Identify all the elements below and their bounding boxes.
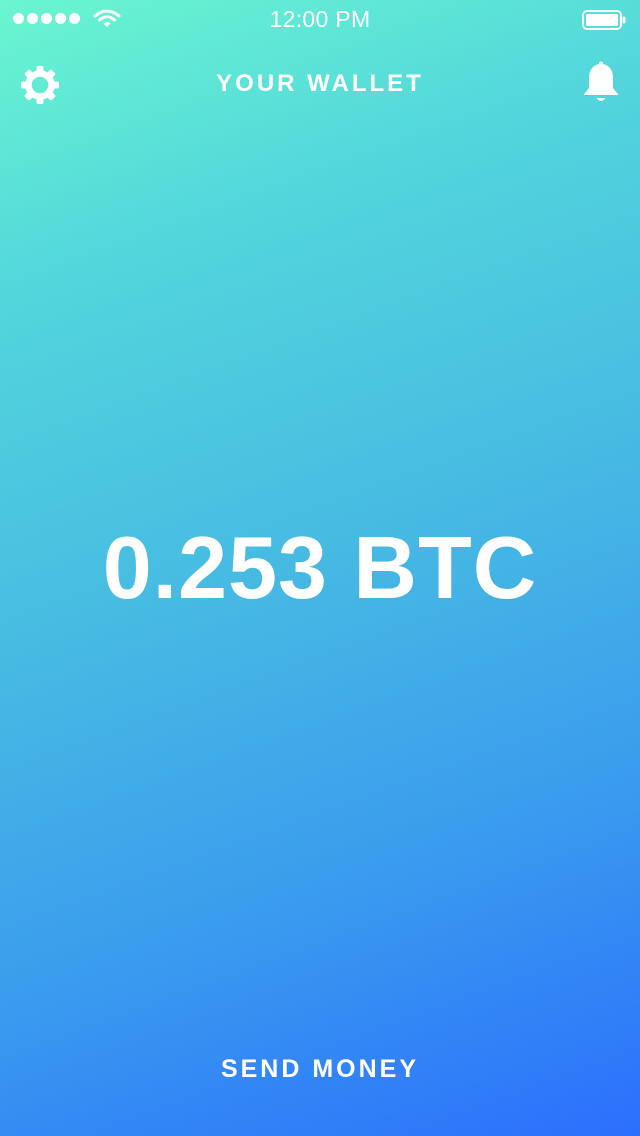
battery-icon: [582, 10, 626, 30]
status-bar: 12:00 PM: [0, 0, 640, 40]
gear-icon: [21, 66, 59, 104]
signal-dot: [69, 13, 80, 24]
signal-dot: [55, 13, 66, 24]
signal-dot: [13, 13, 24, 24]
signal-dots-icon: [13, 13, 80, 24]
wifi-icon: [93, 9, 121, 27]
settings-button[interactable]: [20, 65, 60, 105]
wallet-balance: 0.253 BTC: [102, 518, 538, 617]
signal-dot: [41, 13, 52, 24]
status-time: 12:00 PM: [269, 6, 371, 32]
bell-icon: [583, 61, 619, 101]
page-title: YOUR WALLET: [216, 70, 424, 97]
send-money-button[interactable]: SEND MONEY: [220, 1055, 420, 1083]
signal-dot: [27, 13, 38, 24]
notifications-button[interactable]: [580, 61, 622, 105]
